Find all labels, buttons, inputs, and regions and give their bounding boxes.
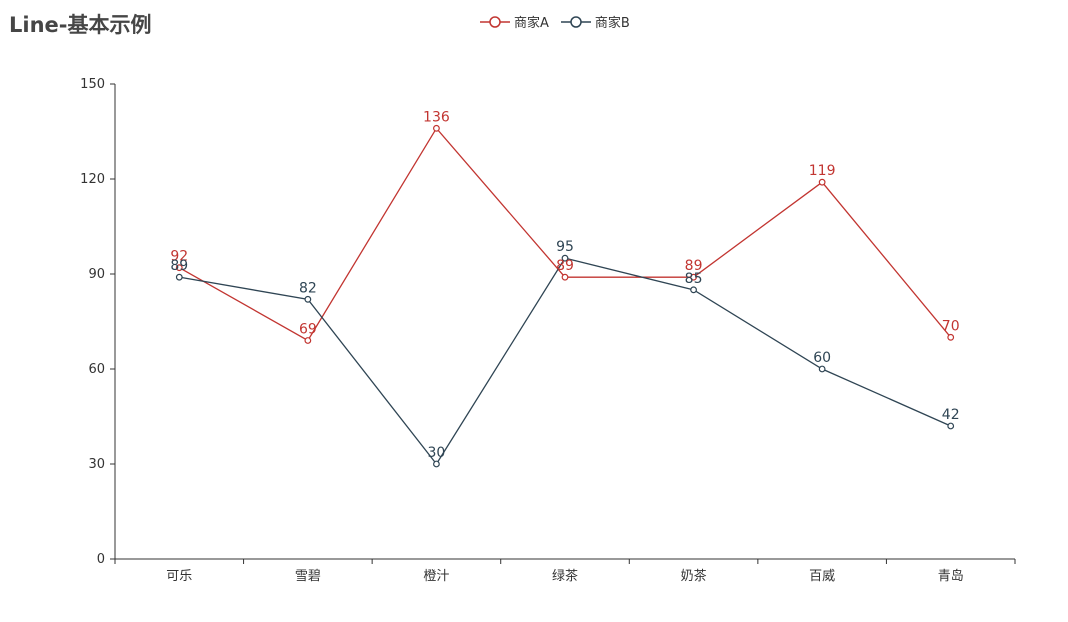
legend-line-icon-series-b: [560, 15, 591, 28]
x-tick-label: 百威: [809, 569, 835, 584]
y-tick-label: 150: [80, 77, 105, 92]
data-point-a[interactable]: [304, 337, 312, 344]
data-label-a: 70: [942, 318, 960, 334]
y-tick-label: 60: [88, 362, 105, 377]
legend-label-series-a: 商家A: [514, 16, 549, 31]
data-point-b[interactable]: [690, 286, 697, 294]
x-tick-label: 绿茶: [552, 568, 578, 584]
legend-line-icon-series-a: [480, 15, 510, 28]
legend-label-series-b: 商家B: [594, 16, 630, 31]
y-tick-label: 120: [80, 172, 105, 187]
x-tick-label: 可乐: [166, 569, 192, 584]
data-point-a[interactable]: [690, 273, 697, 281]
data-label-b: 30: [428, 445, 446, 461]
data-point-a[interactable]: [947, 333, 955, 341]
data-label-a: 136: [423, 109, 450, 125]
x-tick-label: 橙汁: [423, 569, 449, 584]
data-point-a[interactable]: [433, 124, 440, 132]
data-label-b: 95: [556, 239, 574, 255]
data-label-a: 69: [299, 322, 317, 338]
legend: 商家A 商家B: [480, 12, 642, 31]
data-point-b[interactable]: [818, 365, 826, 373]
y-tick-label: 0: [97, 552, 105, 567]
data-label-a: 89: [556, 258, 574, 274]
x-tick-label: 奶茶: [681, 568, 707, 584]
data-point-b[interactable]: [175, 273, 183, 281]
data-point-a[interactable]: [818, 178, 826, 186]
y-tick-label: 90: [88, 267, 105, 282]
data-point-b[interactable]: [433, 460, 440, 468]
data-label-a: 92: [170, 249, 188, 265]
data-label-b: 60: [813, 350, 831, 366]
data-label-b: 82: [299, 280, 317, 296]
data-point-a[interactable]: [175, 264, 183, 272]
y-tick-label: 30: [88, 457, 105, 472]
data-label-b: 85: [685, 271, 703, 287]
data-point-b[interactable]: [304, 295, 312, 303]
data-label-b: 42: [942, 407, 960, 423]
legend-item-series-b[interactable]: 商家B: [560, 12, 630, 31]
chart-title: Line-基本示例: [9, 13, 152, 37]
data-label-b: 89: [170, 258, 188, 274]
data-label-a: 89: [685, 258, 703, 274]
series-line-a: [178, 127, 952, 342]
series-line-b: [179, 257, 951, 466]
x-tick-label: 雪碧: [295, 569, 321, 584]
x-tick-label: 青岛: [938, 568, 964, 584]
legend-item-series-a[interactable]: 商家A: [480, 12, 549, 31]
data-point-b[interactable]: [947, 422, 955, 430]
data-point-b[interactable]: [561, 254, 569, 262]
data-point-a[interactable]: [561, 273, 569, 281]
data-label-a: 119: [809, 163, 836, 179]
